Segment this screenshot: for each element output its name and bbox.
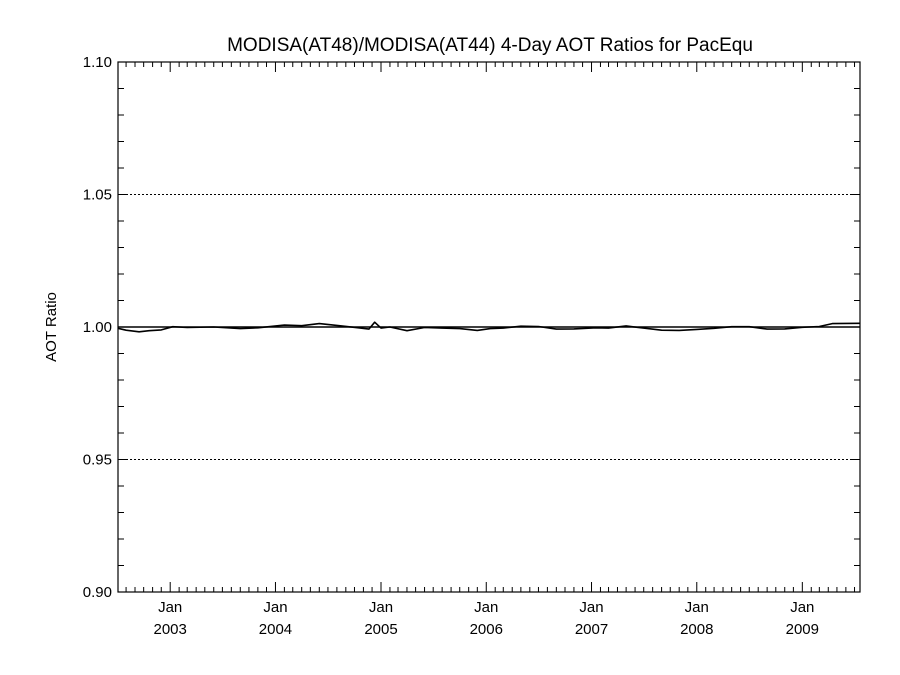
x-tick-label-year: 2004 <box>259 621 292 638</box>
y-tick-label: 1.10 <box>83 54 112 71</box>
x-tick-label-year: 2005 <box>364 621 397 638</box>
x-tick-label-year: 2003 <box>154 621 187 638</box>
x-tick-label-month: Jan <box>685 599 709 616</box>
x-tick-label-month: Jan <box>158 599 182 616</box>
y-axis-label: AOT Ratio <box>43 292 60 362</box>
y-tick-label: 0.95 <box>83 452 112 469</box>
series-layer <box>117 321 861 333</box>
series-line <box>117 321 861 333</box>
y-tick-label: 1.05 <box>83 187 112 204</box>
y-tick-label: 0.90 <box>83 584 112 601</box>
x-tick-label-month: Jan <box>474 599 498 616</box>
x-tick-label-month: Jan <box>579 599 603 616</box>
chart-title: MODISA(AT48)/MODISA(AT44) 4-Day AOT Rati… <box>227 35 753 56</box>
plot-frame <box>117 61 861 593</box>
x-tick-label-year: 2007 <box>575 621 608 638</box>
tick-labels: 0.90 0.95 1.00 1.05 1.10 Jan 2003 Jan 2004 Jan 200… <box>83 54 819 638</box>
x-tick-label-year: 2006 <box>470 621 503 638</box>
axis-ticks <box>118 61 860 593</box>
x-tick-label-month: Jan <box>263 599 287 616</box>
x-tick-label-year: 2008 <box>680 621 713 638</box>
x-tick-label-month: Jan <box>369 599 393 616</box>
x-tick-label-month: Jan <box>790 599 814 616</box>
x-tick-label-year: 2009 <box>786 621 819 638</box>
y-tick-label: 1.00 <box>83 319 112 336</box>
